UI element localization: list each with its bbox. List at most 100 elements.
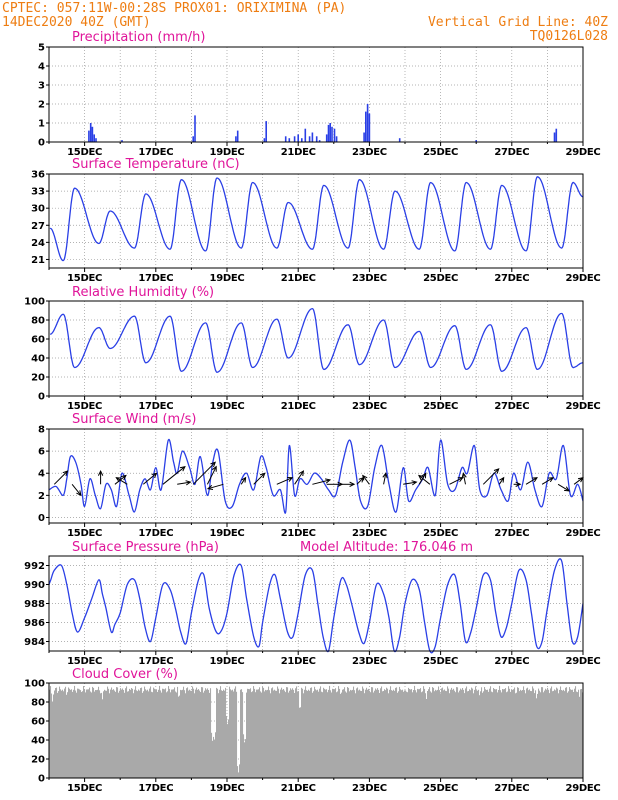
cloud-cover-bar	[380, 688, 382, 778]
cloud-cover-frame	[48, 682, 584, 779]
cloud-cover-bar	[527, 687, 529, 778]
cloud-cover-bar	[361, 691, 363, 778]
cloud-cover-bar	[499, 685, 501, 778]
cloud-cover-bar	[454, 690, 456, 778]
cloud-cover-bar	[129, 688, 131, 778]
cloud-cover-bar	[141, 687, 143, 778]
cloud-cover-bar	[120, 688, 122, 778]
cloud-cover-bar	[146, 690, 148, 778]
cloud-cover-bar	[443, 690, 445, 778]
cloud-cover-bar	[386, 687, 388, 778]
cloud-cover-bar	[482, 692, 484, 778]
cloud-cover-bar	[299, 707, 301, 778]
cloud-cover-bar	[108, 688, 110, 778]
cloud-cover-bar	[237, 766, 239, 778]
wind-vector-arrow	[192, 461, 217, 485]
humidity-x-tick-label: 29DEC	[566, 401, 601, 412]
cloud-cover-bar	[277, 686, 279, 778]
cloud-cover-bar	[343, 689, 345, 778]
cloud-cover-bar	[143, 691, 145, 778]
cloud-cover-bar	[242, 692, 244, 778]
cloud-cover-bar	[408, 687, 410, 778]
cloud-cover-bar	[110, 689, 112, 778]
cloud-cover-bar	[397, 692, 399, 778]
cloud-cover-bar	[318, 691, 320, 778]
cloud-cover-bar	[62, 689, 64, 778]
cloud-cover-bar	[67, 692, 69, 778]
cloud-cover-bar	[390, 686, 392, 778]
cloud-cover-bar	[211, 732, 213, 778]
wind-vector-arrow	[417, 474, 431, 485]
cloud-cover-panel: Cloud Cover (%) 15DEC 17DEC 19DEC 21DEC 23DE…	[24, 667, 601, 794]
cloud-cover-bar	[452, 689, 454, 778]
cloud-cover-bar	[285, 692, 287, 778]
cloud-cover-bar	[199, 690, 201, 778]
cloud-cover-bar	[190, 690, 192, 778]
cloud-cover-bar	[258, 689, 260, 778]
cloud-cover-bar	[328, 689, 330, 778]
cloud-cover-bar	[203, 692, 205, 778]
cloud-cover-bar	[424, 688, 426, 778]
cloud-cover-bar	[198, 689, 200, 778]
cloud-cover-bar	[372, 687, 374, 778]
cloud-cover-bar	[557, 688, 559, 778]
cloud-cover-bar	[159, 685, 161, 778]
cloud-cover-bar	[61, 690, 63, 778]
cloud-cover-bar	[416, 692, 418, 778]
cloud-cover-bar	[367, 689, 369, 778]
cloud-cover-bar	[576, 691, 578, 778]
cloud-cover-bar	[283, 689, 285, 778]
cloud-cover-bar	[149, 688, 151, 778]
cloud-cover-bar	[94, 691, 96, 778]
cloud-cover-bar	[281, 687, 283, 778]
cloud-cover-bar	[235, 686, 237, 778]
precipitation-x-tick-label: 25DEC	[423, 147, 458, 158]
cloud-cover-bar	[553, 690, 555, 778]
wind-y-tick-label: 6	[38, 447, 45, 458]
cloud-cover-bar	[233, 691, 235, 778]
precipitation-bar	[311, 132, 314, 142]
precipitation-bar	[329, 123, 331, 142]
cloud-cover-bar	[245, 739, 247, 778]
cloud-cover-bar	[461, 689, 463, 778]
cloud-cover-bar	[460, 688, 462, 778]
precipitation-bar	[301, 138, 303, 142]
cloud-cover-bar	[232, 689, 234, 778]
cloud-cover-bar	[98, 686, 100, 778]
pressure-panel: Surface Pressure (hPa) Model Altitude: 1…	[24, 540, 601, 667]
cloud-cover-bar	[432, 687, 434, 778]
cloud-cover-bar	[68, 687, 70, 778]
cloud-cover-bar	[540, 692, 542, 778]
cloud-cover-bar	[104, 689, 106, 778]
wind-vector-arrow	[240, 476, 247, 485]
cloud-cover-bar	[358, 690, 360, 778]
cloud-cover-bar	[340, 693, 342, 778]
cloud-cover-bar	[160, 690, 162, 778]
cloud-cover-bar	[300, 707, 302, 778]
cloud-cover-bar	[52, 701, 54, 778]
cloud-cover-bar	[551, 686, 553, 778]
cloud-cover-bar	[381, 686, 383, 778]
cloud-cover-bar	[78, 688, 80, 778]
cloud-cover-bar	[364, 693, 366, 778]
cloud-cover-bar	[541, 687, 543, 778]
cloud-cover-bar	[567, 692, 569, 778]
cloud-cover-bar	[574, 688, 576, 778]
cloud-cover-bar	[148, 691, 150, 778]
precipitation-x-tick-label: 19DEC	[210, 147, 245, 158]
cloud-cover-bar	[316, 690, 318, 778]
cloud-cover-bar	[65, 686, 67, 778]
pressure-x-tick-label: 15DEC	[67, 656, 102, 667]
cloud-cover-bar	[435, 689, 437, 778]
cloud-cover-bar	[259, 687, 261, 778]
cloud-cover-bar	[215, 732, 217, 778]
cloud-cover-bar	[92, 686, 94, 778]
wind-vector-arrow	[482, 468, 500, 485]
precipitation-y-tick-label: 3	[38, 81, 45, 92]
cloud-cover-bar	[356, 688, 358, 778]
cloud-cover-bar	[168, 686, 170, 778]
precipitation-bar	[194, 115, 196, 142]
cloud-cover-bar	[341, 692, 343, 778]
cloud-cover-bar	[377, 688, 379, 778]
cloud-cover-bar	[385, 690, 387, 778]
